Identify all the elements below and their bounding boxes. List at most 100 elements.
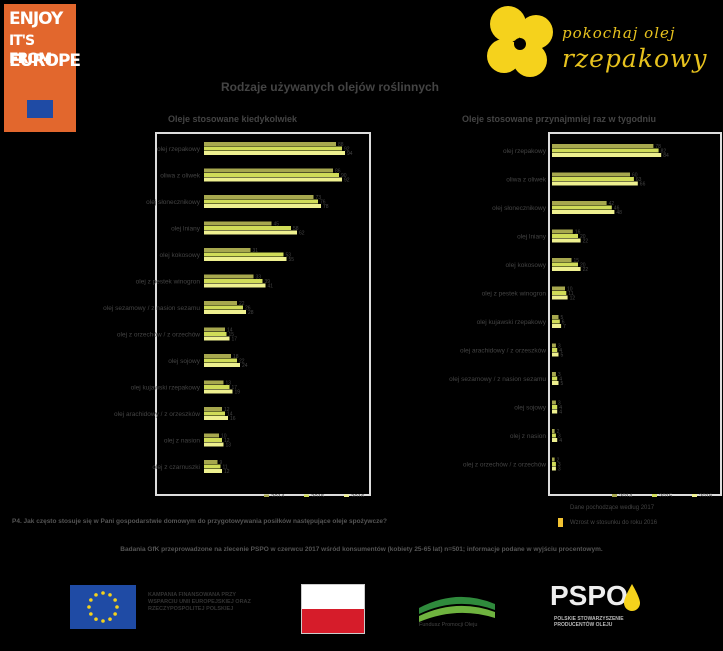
bar-2015 — [552, 319, 560, 324]
category-label: olej lniany — [171, 226, 201, 233]
bar-2016 — [552, 295, 568, 300]
bar-2015 — [204, 385, 230, 389]
survey-question: P4. Jak często stosuje się w Pani gospod… — [12, 518, 387, 525]
bar-value-label: 3 — [558, 467, 561, 473]
eu-star — [113, 598, 117, 602]
bar-value-label: 88 — [338, 142, 344, 148]
bar-value-label: 2 — [557, 429, 560, 435]
pspo-subtitle: POLSKIE STOWARZYSZENIE PRODUCENTÓW OLEJU — [554, 616, 624, 628]
legend-swatch — [264, 494, 269, 497]
bar-2016 — [204, 442, 224, 447]
bar-2015 — [552, 234, 578, 238]
campaign-line-1: KAMPANIA FINANSOWANA PRZY — [148, 592, 237, 598]
bar-2015 — [204, 464, 221, 469]
bar-2014 — [204, 274, 254, 279]
legend-swatch — [692, 494, 697, 497]
eu-star — [108, 593, 112, 597]
bar-2014 — [204, 301, 237, 305]
note-growth: Wzrost w stosunku do roku 2016 — [570, 520, 658, 526]
bar-2016 — [552, 409, 558, 414]
flower-icon — [487, 6, 553, 77]
bar-value-label: 41 — [268, 284, 274, 290]
bar-2014 — [204, 195, 314, 199]
bar-value-label: 92 — [344, 147, 350, 153]
eu-star — [89, 598, 93, 602]
bar-2015 — [552, 462, 556, 466]
bar-2014 — [204, 380, 224, 385]
bar-2016 — [204, 151, 345, 155]
bar-value-label: 66 — [640, 182, 646, 188]
left-chart-title: Oleje stosowane kiedykolwiek — [168, 114, 298, 124]
bar-value-label: 4 — [559, 438, 562, 444]
campaign-text: KAMPANIA FINANSOWANA PRZY WSPARCIU UNII … — [148, 592, 276, 613]
bar-value-label: 2 — [557, 458, 560, 464]
eu-flag-icon — [27, 100, 53, 118]
bar-value-label: 7 — [563, 324, 566, 330]
bar-value-label: 63 — [636, 177, 642, 183]
bar-2014 — [204, 354, 231, 358]
bar-value-label: 62 — [299, 231, 305, 237]
category-label: olej kujawski rzepakowy — [477, 319, 547, 326]
enjoy-line-3: EUROPE — [9, 51, 81, 71]
bar-2015 — [204, 411, 225, 416]
right-chart-frame — [548, 132, 722, 496]
category-label: olej z nasion — [164, 438, 201, 445]
bar-2014 — [552, 315, 559, 319]
bar-value-label: 3 — [558, 434, 561, 440]
category-label: olej sojowy — [168, 358, 201, 365]
eu-star — [115, 605, 119, 609]
bar-2014 — [204, 327, 225, 332]
bar-value-label: 14 — [227, 412, 233, 418]
bar-value-label: 26 — [245, 306, 251, 312]
bar-2016 — [552, 438, 558, 442]
bar-value-label: 11 — [568, 291, 573, 297]
bar-value-label: 18 — [233, 354, 239, 360]
bar-value-label: 12 — [224, 469, 230, 475]
bar-value-label: 17 — [232, 337, 238, 343]
bar-2016 — [204, 257, 287, 261]
bar-value-label: 31 — [253, 248, 259, 254]
bar-2014 — [204, 433, 219, 438]
bar-value-label: 33 — [256, 275, 262, 281]
bar-value-label: 15 — [229, 332, 235, 338]
brand-logo: pokochaj olej rzepakowy — [478, 2, 718, 82]
bar-2015 — [204, 146, 342, 151]
highlight-marker-icon — [558, 518, 563, 527]
eu-star — [101, 591, 105, 595]
legend-swatch — [612, 494, 617, 497]
bar-value-label: 10 — [221, 434, 227, 440]
legend-label: 2014 — [619, 494, 633, 497]
category-label: olej sezamowy / z nasion sezamu — [103, 305, 200, 312]
pspo-sub-line-2: PRODUCENTÓW OLEJU — [554, 622, 613, 628]
eu-star — [94, 593, 98, 597]
bar-value-label: 84 — [663, 153, 669, 159]
bar-value-label: 20 — [580, 234, 586, 240]
pspo-logo: PSPO POLSKIE STOWARZYSZENIE PRODUCENTÓW … — [548, 580, 648, 640]
category-label: olej rzepakowy — [503, 148, 547, 155]
bar-2015 — [204, 358, 237, 363]
bar-value-label: 53 — [286, 253, 292, 259]
bar-2015 — [552, 177, 634, 181]
category-label: olej słonecznikowy — [146, 199, 201, 206]
legend-label: 2016 — [699, 494, 713, 497]
enjoy-line-2: IT'S FROM — [9, 33, 52, 67]
brand-line-1: pokochaj olej — [562, 24, 676, 42]
category-label: oliwa z oliwek — [506, 177, 546, 184]
left-chart-frame — [155, 132, 371, 496]
fund-logo: Fundusz Promocji Oleju — [415, 584, 499, 632]
bar-value-label: 22 — [239, 301, 245, 307]
bar-2014 — [204, 168, 333, 173]
bar-2016 — [204, 416, 228, 420]
legend-label: 2014 — [271, 495, 285, 498]
pspo-text: PSPO — [550, 580, 628, 611]
bar-value-label: 10 — [567, 287, 573, 293]
bar-value-label: 82 — [661, 149, 667, 155]
bar-value-label: 22 — [239, 359, 245, 365]
bar-value-label: 78 — [323, 204, 329, 210]
bar-value-label: 17 — [232, 385, 238, 391]
bar-2015 — [204, 252, 284, 257]
eu-flag-logo — [70, 585, 136, 629]
bar-value-label: 5 — [561, 353, 564, 359]
